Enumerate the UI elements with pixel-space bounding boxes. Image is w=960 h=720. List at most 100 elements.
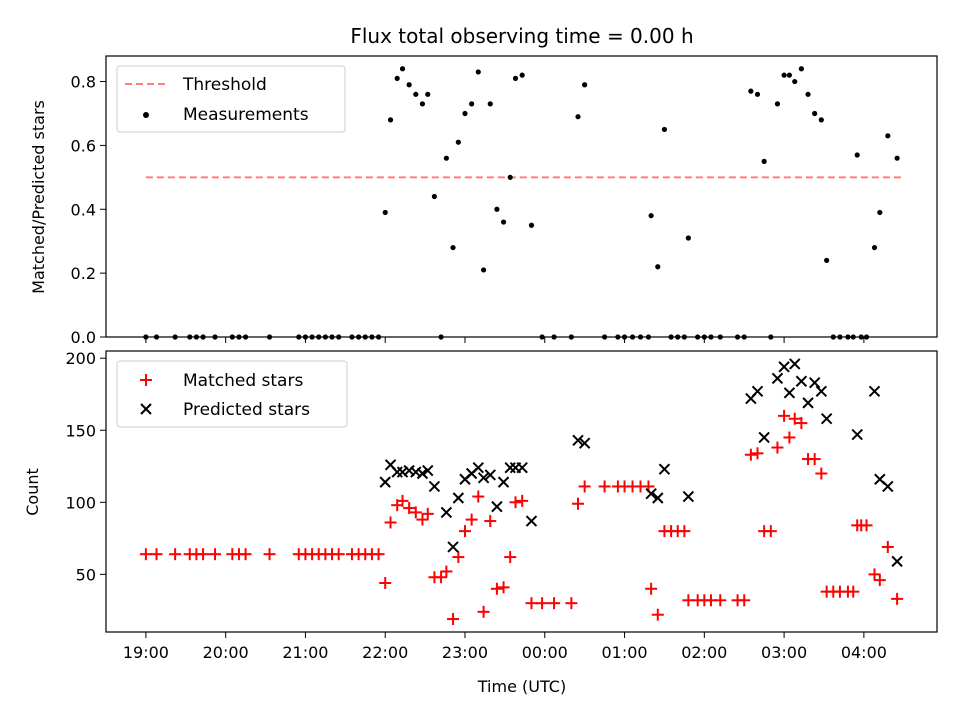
predicted-star-point: [808, 376, 821, 389]
predicted-star-point: [447, 541, 459, 553]
measurement-point: [655, 264, 661, 270]
matched-star-point: [263, 548, 276, 561]
matched-star-point: [209, 548, 222, 561]
matched-star-point: [881, 540, 894, 553]
matched-star-point: [891, 592, 904, 605]
chart-title: Flux total observing time = 0.00 h: [350, 24, 693, 48]
x-tick-label: 21:00: [282, 643, 328, 662]
predicted-star-point: [802, 397, 814, 409]
x-tick-label: 00:00: [522, 643, 568, 662]
measurement-point: [754, 91, 761, 97]
measurement-point: [685, 235, 691, 241]
matched-star-point: [150, 548, 163, 561]
x-tick-label: 22:00: [362, 643, 408, 662]
matched-star-point: [714, 594, 727, 607]
count-y-axis-label: Count: [23, 468, 42, 516]
x-axis-label: Time (UTC): [477, 677, 566, 696]
legend-predicted-label: Predicted stars: [183, 400, 310, 420]
predicted-star-point: [410, 466, 422, 478]
predicted-star-point: [778, 361, 790, 373]
measurement-point: [481, 267, 487, 273]
count-panel-marks: [139, 358, 904, 626]
matched-star-point: [516, 494, 529, 507]
matched-star-point: [572, 497, 585, 510]
predicted-star-point: [771, 372, 784, 385]
predicted-star-point: [484, 469, 496, 481]
count-legend: Matched stars Predicted stars: [116, 360, 348, 428]
measurement-point: [487, 101, 493, 107]
legend-matched-swatch: [140, 374, 152, 386]
matched-star-point: [472, 490, 485, 503]
matched-star-point: [744, 448, 757, 461]
predicted-star-point: [440, 506, 453, 519]
matched-star-point: [783, 431, 796, 444]
measurement-point: [798, 66, 804, 72]
measurement-point: [661, 126, 668, 133]
measurement-point: [894, 155, 900, 161]
legend-measurements-label: Measurements: [183, 105, 309, 125]
matched-star-point: [738, 594, 751, 607]
count-panel-ticks: 19:00 20:00 21:00 22:00 23:00 00:00 01:00 02:00…: [65, 349, 886, 662]
measurement-point: [885, 133, 891, 139]
matched-star-point: [497, 581, 510, 594]
matched-star-point: [678, 525, 691, 538]
count-y-tick-label: 200: [65, 349, 96, 368]
matched-star-point: [504, 551, 517, 564]
measurement-point: [575, 114, 581, 120]
x-tick-label: 04:00: [841, 643, 887, 662]
matched-star-point: [379, 577, 392, 590]
predicted-star-point: [682, 490, 695, 503]
measurement-point: [812, 110, 818, 117]
predicted-star-point: [658, 463, 671, 475]
matched-star-point: [409, 506, 422, 519]
matched-star-point: [440, 565, 453, 578]
matched-star-point: [873, 574, 886, 587]
ratio-y-tick-label: 0.0: [71, 328, 96, 347]
matched-star-point: [421, 507, 434, 520]
measurement-point: [877, 209, 883, 216]
predicted-star-point: [379, 476, 391, 488]
count-y-tick-label: 100: [65, 493, 96, 512]
ratio-panel: 0.00.20.40.60.8 Matched/Predicted stars …: [29, 55, 938, 347]
matched-star-point: [778, 409, 791, 422]
matched-star-point: [815, 467, 828, 480]
measurement-point: [494, 206, 500, 212]
count-panel: 19:00 20:00 21:00 22:00 23:00 00:00 01:00 02:00…: [23, 349, 938, 696]
predicted-star-point: [525, 515, 538, 527]
matched-star-point: [860, 519, 873, 532]
matched-star-point: [458, 525, 471, 538]
measurement-point: [818, 117, 824, 123]
measurement-point: [748, 88, 754, 94]
ratio-y-tick-label: 0.4: [71, 200, 96, 219]
predicted-star-point: [795, 375, 808, 387]
measurement-point: [500, 219, 507, 225]
predicted-star-point: [416, 467, 429, 480]
measurement-point: [519, 72, 525, 78]
ratio-panel-frame: [105, 55, 938, 338]
predicted-star-point: [891, 555, 903, 568]
ratio-legend-box: [116, 65, 346, 133]
matched-star-point: [764, 525, 777, 538]
measurement-point: [781, 72, 787, 78]
matched-star-point: [490, 582, 503, 595]
matched-star-point: [396, 494, 409, 507]
x-tick-label: 03:00: [761, 643, 807, 662]
predicted-star-point: [504, 462, 516, 474]
x-tick-label: 02:00: [681, 643, 727, 662]
matched-star-point: [384, 516, 397, 529]
measurement-point: [469, 101, 475, 107]
matched-star-point: [416, 513, 429, 526]
matched-star-point: [332, 548, 345, 561]
matched-star-point: [536, 597, 549, 610]
predicted-star-point: [820, 413, 833, 425]
matched-star-point: [651, 608, 664, 621]
measurement-point: [387, 117, 394, 123]
matched-star-point: [847, 585, 860, 598]
legend-threshold-label: Threshold: [182, 75, 267, 95]
predicted-star-point: [422, 464, 434, 477]
measurement-point: [582, 82, 588, 88]
matched-star-point: [435, 571, 448, 584]
matched-star-point: [808, 453, 821, 466]
measurement-point: [382, 209, 388, 216]
